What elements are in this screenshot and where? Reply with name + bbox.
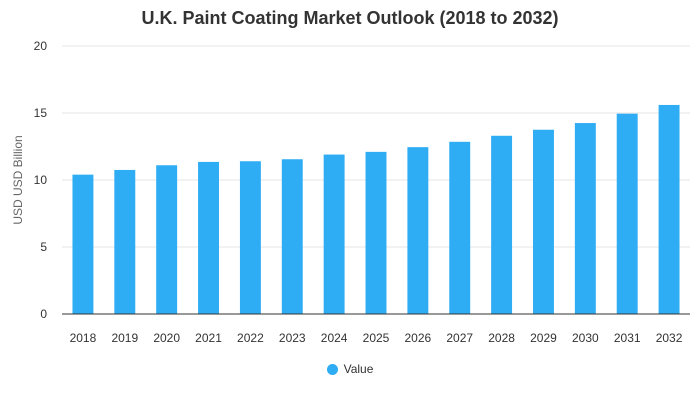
legend-label-value: Value — [343, 362, 374, 376]
y-tick-label: 10 — [34, 173, 48, 187]
bar-2027 — [449, 141, 471, 314]
y-tick-label: 20 — [34, 39, 48, 53]
x-tick-label: 2032 — [656, 331, 683, 345]
x-tick-label: 2022 — [237, 331, 264, 345]
x-tick-label: 2020 — [153, 331, 180, 345]
chart-title: U.K. Paint Coating Market Outlook (2018 … — [141, 8, 559, 28]
bar-2020 — [156, 165, 178, 314]
bars — [72, 104, 680, 315]
x-tick-label: 2019 — [111, 331, 138, 345]
legend-swatch-value — [326, 363, 338, 375]
x-tick-label: 2024 — [321, 331, 348, 345]
x-tick-label: 2031 — [614, 331, 641, 345]
x-tick-label: 2025 — [363, 331, 390, 345]
bar-2028 — [491, 135, 513, 314]
bar-2030 — [574, 123, 596, 314]
x-tick-label: 2018 — [70, 331, 97, 345]
bar-2024 — [323, 154, 345, 314]
x-tick-label: 2021 — [195, 331, 222, 345]
x-tick-label: 2026 — [405, 331, 432, 345]
bar-2025 — [365, 151, 387, 314]
y-axis-ticks: 0 5 10 15 20 — [34, 39, 48, 321]
x-axis-ticks: 2018 2019 2020 2021 2022 2023 2024 2025 2026 2027… — [70, 331, 683, 345]
y-tick-label: 0 — [40, 307, 47, 321]
y-tick-label: 5 — [40, 240, 47, 254]
bar-2026 — [407, 147, 429, 314]
x-tick-label: 2029 — [530, 331, 557, 345]
bar-2018 — [72, 174, 94, 314]
bar-2029 — [533, 129, 554, 314]
x-tick-label: 2030 — [572, 331, 599, 345]
bar-2021 — [198, 161, 219, 314]
y-tick-label: 15 — [34, 106, 48, 120]
bar-2032 — [658, 104, 680, 315]
x-tick-label: 2027 — [446, 331, 473, 345]
bar-2019 — [114, 169, 136, 314]
x-tick-label: 2028 — [488, 331, 515, 345]
bar-2022 — [239, 161, 261, 314]
bar-2031 — [616, 113, 638, 314]
bar-2023 — [281, 159, 303, 314]
legend: Value — [0, 362, 700, 376]
x-tick-label: 2023 — [279, 331, 306, 345]
